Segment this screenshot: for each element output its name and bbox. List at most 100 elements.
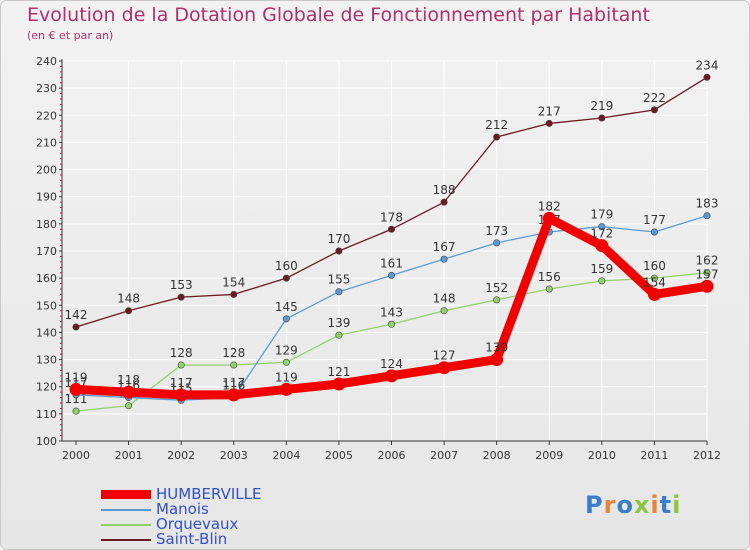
data-point [647, 287, 661, 301]
data-point [335, 247, 343, 255]
data-label: 188 [433, 183, 456, 197]
legend-item: HUMBERVILLE [101, 487, 261, 502]
data-point [282, 315, 290, 323]
data-point [542, 211, 556, 225]
data-point [598, 223, 606, 231]
x-tick-label: 2007 [430, 449, 458, 462]
data-point [703, 212, 711, 220]
y-tick-label: 240 [36, 55, 57, 68]
data-label: 212 [485, 118, 508, 132]
data-label: 156 [538, 270, 561, 284]
data-label: 160 [643, 259, 666, 273]
data-point [69, 382, 83, 396]
y-tick-label: 210 [36, 136, 57, 149]
data-point [385, 369, 398, 383]
data-point [703, 73, 711, 81]
legend-label: Orquevaux [156, 515, 239, 533]
data-point [282, 358, 290, 366]
legend-item: Saint-Blin [101, 532, 261, 547]
data-point [387, 320, 395, 328]
data-label: 178 [380, 210, 403, 224]
x-tick-label: 2012 [693, 449, 721, 462]
legend-item: Orquevaux [101, 517, 261, 532]
data-point [437, 361, 451, 375]
data-label: 173 [485, 224, 508, 238]
data-point [174, 388, 188, 402]
data-label: 117 [222, 376, 245, 390]
chart-subtitle: (en € et par an) [27, 29, 114, 42]
y-tick-label: 220 [36, 109, 57, 122]
data-label: 124 [380, 357, 403, 371]
logo-letter: t [659, 491, 673, 519]
legend-label: HUMBERVILLE [156, 485, 262, 503]
logo-letter: r [603, 491, 617, 519]
y-tick-label: 100 [36, 435, 57, 448]
data-point [177, 293, 185, 301]
data-label: 162 [696, 254, 719, 268]
data-label: 139 [327, 316, 350, 330]
data-label: 157 [696, 267, 719, 281]
data-label: 161 [380, 256, 403, 270]
data-point [595, 239, 609, 253]
data-label: 217 [538, 104, 561, 118]
data-point [335, 288, 343, 296]
data-label: 129 [275, 343, 298, 357]
legend-swatch [101, 490, 151, 499]
data-label: 222 [643, 91, 666, 105]
data-label: 143 [380, 305, 403, 319]
data-label: 118 [117, 373, 140, 387]
logo-letter: i [650, 491, 660, 519]
data-label: 127 [433, 349, 456, 363]
data-label: 172 [590, 227, 613, 241]
data-label: 234 [696, 58, 719, 72]
y-tick-label: 200 [36, 164, 57, 177]
data-label: 167 [433, 240, 456, 254]
data-point [72, 323, 80, 331]
series-orquevaux: 111113128128129139143148152156159160162 [65, 254, 719, 415]
data-point [703, 269, 711, 277]
data-label: 128 [222, 346, 245, 360]
data-label: 154 [643, 275, 666, 289]
y-tick-label: 170 [36, 245, 57, 258]
logo-letter: x [633, 491, 651, 519]
data-point [125, 307, 133, 315]
series-saint-blin: 142 148 153 154 160 170 178 188 212 217 219 222 234 [65, 58, 719, 331]
data-point [650, 228, 658, 236]
data-point [387, 225, 395, 233]
x-tick-label: 2000 [62, 449, 90, 462]
data-label: 179 [590, 208, 613, 222]
data-label: 117 [170, 376, 193, 390]
y-tick-label: 190 [36, 191, 57, 204]
y-tick-label: 180 [36, 218, 57, 231]
data-label: 153 [170, 278, 193, 292]
y-tick-label: 120 [36, 381, 57, 394]
data-label: 170 [327, 232, 350, 246]
data-label: 154 [222, 275, 245, 289]
data-label: 128 [170, 346, 193, 360]
data-point [598, 277, 606, 285]
legend-swatch [101, 508, 151, 511]
proxiti-logo: Proxiti [585, 491, 681, 519]
data-point [440, 307, 448, 315]
logo-letter: P [585, 491, 604, 519]
x-tick-label: 2011 [640, 449, 668, 462]
data-point [279, 382, 293, 396]
data-point [227, 388, 241, 402]
data-label: 145 [275, 300, 298, 314]
data-label: 142 [65, 308, 88, 322]
x-tick-label: 2005 [325, 449, 353, 462]
legend-item: Manois [101, 502, 261, 517]
data-point [332, 377, 346, 391]
legend-swatch [101, 523, 151, 526]
x-tick-label: 2006 [378, 449, 406, 462]
legend-label: Saint-Blin [156, 530, 228, 548]
data-point [387, 271, 395, 279]
data-label: 155 [327, 273, 350, 287]
data-point [440, 255, 448, 263]
y-tick-label: 110 [36, 408, 57, 421]
y-tick-label: 230 [36, 82, 57, 95]
chart-title: Evolution de la Dotation Globale de Fonc… [27, 4, 650, 26]
y-tick-label: 160 [36, 272, 57, 285]
